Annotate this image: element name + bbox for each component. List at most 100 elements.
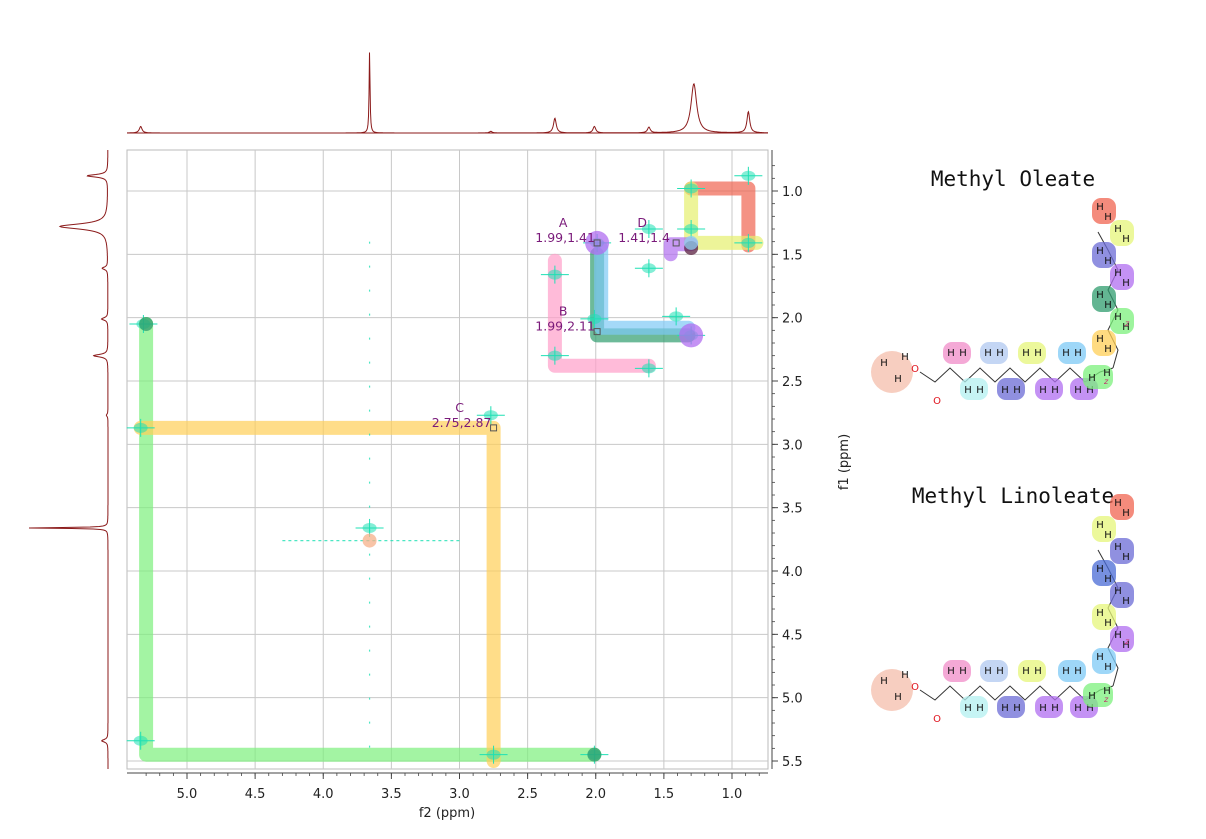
proton-group-highlight [1110,308,1134,334]
peak-marker [362,533,377,548]
proton-group-highlight [1035,378,1063,400]
x-axis-label: f2 (ppm) [419,806,475,821]
oxygen-label: O [933,396,941,407]
hydrogen-label: H [1034,348,1042,359]
hydrogen-label: H [1086,703,1094,714]
hydrogen-label: H [984,348,992,359]
proton-group-highlight [997,378,1025,400]
hydrogen-label: H [1104,662,1112,673]
highlight-path [547,253,656,373]
hydrogen-label: H [1039,385,1047,396]
hydrogen-label: H [894,374,902,385]
cis-label: z [1124,319,1130,328]
hydrogen-label: H [1122,278,1130,289]
proton-group-highlight [943,342,971,364]
proton-group-highlight [980,342,1008,364]
y-axis: 1.0 1.5 2.0 2.5 3.0 3.5 4.0 4.5 5.0 5.5 [771,150,803,770]
annotation-coords: 1.41,1.4 [618,230,670,245]
hydrogen-label: H [1122,508,1130,519]
peak-marker [139,317,154,332]
y-axis-label: f1 (ppm) [837,434,852,490]
y-tick-label: 3.0 [782,438,803,453]
highlight-path [133,420,501,768]
hydrogen-label: H [1122,552,1130,563]
annotation-letter: D [637,215,647,230]
proton-group-highlight [1018,660,1046,682]
hydrogen-label: H [1104,344,1112,355]
cis-label: z [1103,377,1109,386]
x-tick-label: 4.5 [245,787,266,802]
peak-markers [139,230,704,762]
hydrogen-label: H [1122,640,1130,651]
plot-frame [126,149,769,770]
hydrogen-label: H [1096,564,1104,575]
methyl-oleate-title: Methyl Oleate [931,167,1095,191]
hydrogen-label: H [1104,530,1112,541]
hydrogen-label: H [1114,630,1122,641]
hydrogen-label: H [984,666,992,677]
hydrogen-label: H [1074,666,1082,677]
hydrogen-label: H [1086,385,1094,396]
proton-group-highlight [1110,494,1134,520]
y-tick-label: 2.5 [782,375,803,390]
hydrogen-label: H [1114,268,1122,279]
x-tick-label: 1.0 [722,787,743,802]
x-tick-label: 5.0 [177,787,198,802]
x-tick-label: 1.5 [654,787,675,802]
hydrogen-label: H [1013,385,1021,396]
proton-group-highlight [980,660,1008,682]
hydrogen-label: H [901,352,909,363]
proton-group-highlight [960,378,988,400]
annotation-coords: 1.99,1.41 [535,230,595,245]
proton-group-highlight [1035,696,1063,718]
y-tick-label: 5.5 [782,755,803,770]
proton-group-highlight [1110,626,1134,652]
proton-group-highlight [1083,683,1113,707]
proton-group-highlight [1092,516,1116,542]
hydrogen-label: H [1122,322,1130,333]
proton-group-highlight [871,669,913,711]
hydrogen-label: H [1096,608,1104,619]
plot-area: A1.99,1.41 B1.99,2.11 C2.75,2.87 D1.41,1.4 [126,149,769,770]
proton-group-highlight [1110,264,1134,290]
oxygen-label: O [911,682,919,693]
hydrogen-label: H [1022,666,1030,677]
proton-group-highlight [1018,342,1046,364]
cis-label: z [1124,637,1130,646]
hydrogen-label: H [1103,368,1111,379]
hydrogen-label: H [1096,520,1104,531]
highlight-path [594,241,696,335]
hydrogen-label: H [1001,703,1009,714]
proton-group-highlight [1092,604,1116,630]
hydrogen-label: H [1104,574,1112,585]
x-tick-label: 2.0 [585,787,606,802]
hydrogen-label: H [976,385,984,396]
proton-group-highlight [1058,660,1086,682]
hydrogen-label: H [1088,373,1096,384]
proton-group-highlight [997,696,1025,718]
hydrogen-label: H [1088,691,1096,702]
hydrogen-label: H [1114,586,1122,597]
proton-group-highlight [960,696,988,718]
highlight-path [139,317,602,762]
hydrogen-label: H [947,348,955,359]
hydrogen-label: H [1104,618,1112,629]
proton-group-highlight [1083,365,1113,389]
x-tick-label: 3.0 [449,787,470,802]
peak-marker [684,235,699,250]
oxygen-label: O [911,364,919,375]
methyl-linoleate-title: Methyl Linoleate [912,484,1114,508]
hydrogen-label: H [1074,703,1082,714]
hydrogen-label: H [901,670,909,681]
y-tick-label: 4.5 [782,628,803,643]
hydrogen-label: H [1022,348,1030,359]
hydrogen-label: H [996,348,1004,359]
proton-group-highlight [1110,220,1134,246]
spin-system-highlights [133,181,764,768]
hydrogen-label: H [1039,703,1047,714]
y-tick-label: 3.5 [782,502,803,517]
y-tick-label: 1.0 [782,185,803,200]
proton-group-highlight [1110,538,1134,564]
